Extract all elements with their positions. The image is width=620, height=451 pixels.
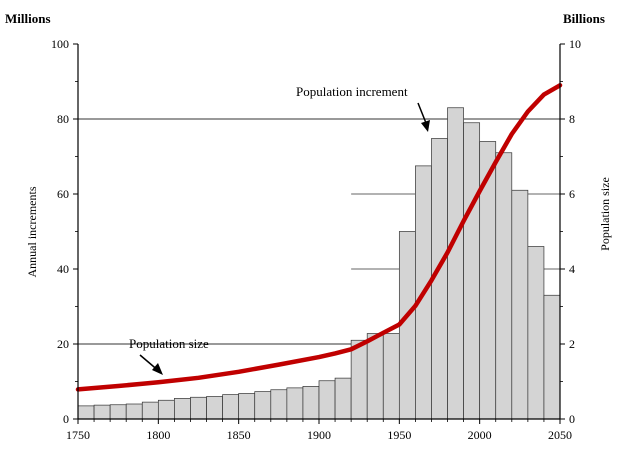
y-right-tick-label-8: 8	[569, 112, 575, 126]
y-left-tick-label-80: 80	[57, 112, 69, 126]
bar-1860	[254, 391, 272, 420]
bar-1810	[174, 398, 191, 420]
y-left-tick-label-0: 0	[63, 412, 69, 426]
x-tick-label-1800: 1800	[146, 428, 170, 442]
x-tick-label-2050: 2050	[548, 428, 572, 442]
bar-1950	[398, 231, 416, 420]
bar-1890	[302, 386, 320, 420]
y-right-tick-label-4: 4	[569, 262, 575, 276]
bar-1750	[77, 405, 95, 420]
bar-1770	[109, 404, 127, 420]
x-ticks: 1750 1800 1850 1900 1950 2000 2050	[66, 419, 572, 442]
x-tick-label-1850: 1850	[227, 428, 251, 442]
population-size-series	[75, 83, 563, 392]
bar-1870	[270, 389, 288, 420]
x-tick-label-1900: 1900	[307, 428, 331, 442]
x-tick-label-2000: 2000	[468, 428, 492, 442]
y-left-axis-title: Annual increments	[25, 186, 39, 277]
bar-1910	[334, 377, 352, 420]
annotation-population-size: Population size	[129, 336, 209, 351]
bar-1990	[463, 122, 481, 420]
x-tick-label-1950: 1950	[387, 428, 411, 442]
y-left-tick-label-40: 40	[57, 262, 69, 276]
bar-1760	[93, 404, 111, 420]
bar-1940	[382, 333, 400, 420]
annotation-population-increment: Population increment	[296, 84, 408, 99]
bar-2020	[511, 189, 529, 420]
bar-1900	[318, 380, 336, 420]
bar-1980	[447, 107, 464, 420]
x-tick-label-1750: 1750	[66, 428, 90, 442]
bar-1780	[125, 403, 143, 420]
y-right-tick-label-6: 6	[569, 187, 575, 201]
bar-1840	[222, 394, 240, 420]
bar-1880	[286, 387, 304, 420]
annotation-size-arrowhead	[152, 363, 163, 375]
y-left-ticks: 0 20 40 60 80 100	[51, 37, 78, 426]
y-right-tick-label-0: 0	[569, 412, 575, 426]
y-right-tick-label-10: 10	[569, 37, 581, 51]
y-right-axis-title: Population size	[598, 177, 612, 251]
bar-1930	[366, 333, 384, 420]
right-unit-label: Billions	[563, 11, 605, 26]
y-left-tick-label-100: 100	[51, 37, 69, 51]
bar-1820	[190, 396, 207, 420]
bar-1920	[350, 339, 368, 420]
bar-series	[77, 107, 561, 420]
bar-2030	[527, 246, 545, 420]
left-unit-label: Millions	[5, 11, 51, 26]
bar-1790	[141, 401, 159, 420]
population-size-line	[75, 83, 563, 392]
y-left-tick-label-60: 60	[57, 187, 69, 201]
bar-1850	[238, 393, 256, 420]
bar-2040	[543, 294, 561, 420]
bar-1800	[157, 399, 175, 420]
y-right-tick-label-2: 2	[569, 337, 575, 351]
bar-1830	[206, 396, 223, 420]
annotation-increment-arrowhead	[421, 120, 430, 132]
y-right-ticks: 0 2 4 6 8 10	[560, 37, 581, 426]
bar-2010	[495, 152, 513, 420]
y-left-tick-label-20: 20	[57, 337, 69, 351]
